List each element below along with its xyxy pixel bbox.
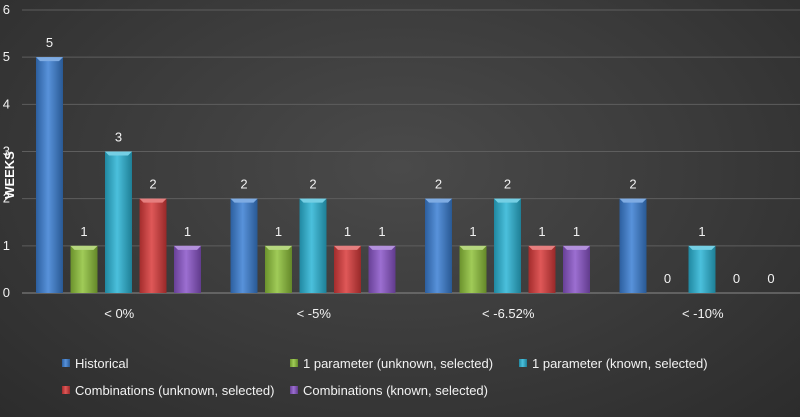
bar	[139, 198, 167, 293]
bar	[105, 151, 132, 293]
bar-bevel	[70, 245, 98, 250]
bar-bevel	[368, 245, 396, 250]
bar	[265, 245, 292, 293]
data-label: 2	[149, 177, 156, 192]
bar-bevel	[619, 198, 647, 203]
x-axis: < 0% < -5% < -6.52% < -10%	[104, 306, 724, 321]
y-tick-label: 6	[3, 2, 10, 17]
legend-item: 1 parameter (unknown, selected)	[290, 356, 493, 371]
y-tick-label: 2	[3, 191, 10, 206]
bar	[619, 198, 647, 293]
data-label: 1	[378, 224, 385, 239]
data-label: 1	[80, 224, 87, 239]
data-label: 1	[538, 224, 545, 239]
x-tick-label: < 0%	[104, 306, 134, 321]
data-label: 2	[504, 177, 511, 192]
data-label: 2	[309, 177, 316, 192]
data-label: 0	[664, 271, 671, 286]
data-label: 3	[115, 130, 122, 145]
bar	[688, 245, 716, 293]
bar-bevel	[334, 245, 361, 250]
bar-bevel	[36, 57, 63, 62]
bar-bevel	[139, 198, 167, 203]
bar	[230, 198, 258, 293]
data-label: 1	[573, 224, 580, 239]
bar-bevel	[425, 198, 452, 203]
bar	[334, 245, 361, 293]
data-label: 1	[184, 224, 191, 239]
bar	[70, 245, 98, 293]
bar-bevel	[494, 198, 521, 203]
bar-bevel	[563, 245, 590, 250]
data-label: 5	[46, 35, 53, 50]
legend-label: Combinations (unknown, selected)	[75, 383, 274, 398]
bar	[299, 198, 327, 293]
bar	[368, 245, 396, 293]
y-tick-label: 0	[3, 285, 10, 300]
bar-bevel	[265, 245, 292, 250]
legend-item: Combinations (unknown, selected)	[62, 383, 274, 398]
bar	[174, 245, 201, 293]
legend-label: 1 parameter (known, selected)	[532, 356, 708, 371]
legend-item: 1 parameter (known, selected)	[519, 356, 708, 371]
y-tick-label: 5	[3, 49, 10, 64]
legend-label: 1 parameter (unknown, selected)	[303, 356, 493, 371]
data-label: 1	[469, 224, 476, 239]
data-label: 1	[275, 224, 282, 239]
y-tick-label: 1	[3, 238, 10, 253]
bar	[459, 245, 487, 293]
bars: 5 1 3 2 1 2 1 2 1 1 2 1 2 1 1 2 0 1 0 0	[36, 35, 775, 293]
data-label: 2	[629, 177, 636, 192]
bar-bevel	[459, 245, 487, 250]
data-label: 2	[240, 177, 247, 192]
x-tick-label: < -10%	[682, 306, 724, 321]
legend-swatch	[62, 386, 70, 394]
data-label: 1	[698, 224, 705, 239]
legend-item: Combinations (known, selected)	[290, 383, 488, 398]
legend-swatch	[62, 359, 70, 367]
bar-bevel	[299, 198, 327, 203]
legend-swatch	[290, 386, 298, 394]
bar-bevel	[230, 198, 258, 203]
bar-bevel	[105, 151, 132, 156]
legend-swatch	[290, 359, 298, 367]
bar	[563, 245, 590, 293]
legend-item: Historical	[62, 356, 129, 371]
legend-label: Historical	[75, 356, 129, 371]
y-tick-label: 4	[3, 96, 10, 111]
gridlines	[22, 9, 800, 294]
data-label: 0	[733, 271, 740, 286]
bar-bevel	[688, 245, 716, 250]
y-axis-title: WEEKS	[2, 151, 17, 199]
data-label: 2	[435, 177, 442, 192]
bar	[528, 245, 556, 293]
data-label: 1	[344, 224, 351, 239]
bar-bevel	[174, 245, 201, 250]
bar	[425, 198, 452, 293]
bar-bevel	[528, 245, 556, 250]
bar	[494, 198, 521, 293]
legend-swatch	[519, 359, 527, 367]
legend-label: Combinations (known, selected)	[303, 383, 488, 398]
data-label: 0	[767, 271, 774, 286]
y-axis: 0 1 2 3 4 5 6	[3, 2, 10, 300]
legend: Historical 1 parameter (unknown, selected…	[62, 356, 708, 398]
bar	[36, 57, 63, 293]
x-tick-label: < -6.52%	[482, 306, 535, 321]
x-tick-label: < -5%	[297, 306, 332, 321]
y-tick-label: 3	[3, 144, 10, 159]
